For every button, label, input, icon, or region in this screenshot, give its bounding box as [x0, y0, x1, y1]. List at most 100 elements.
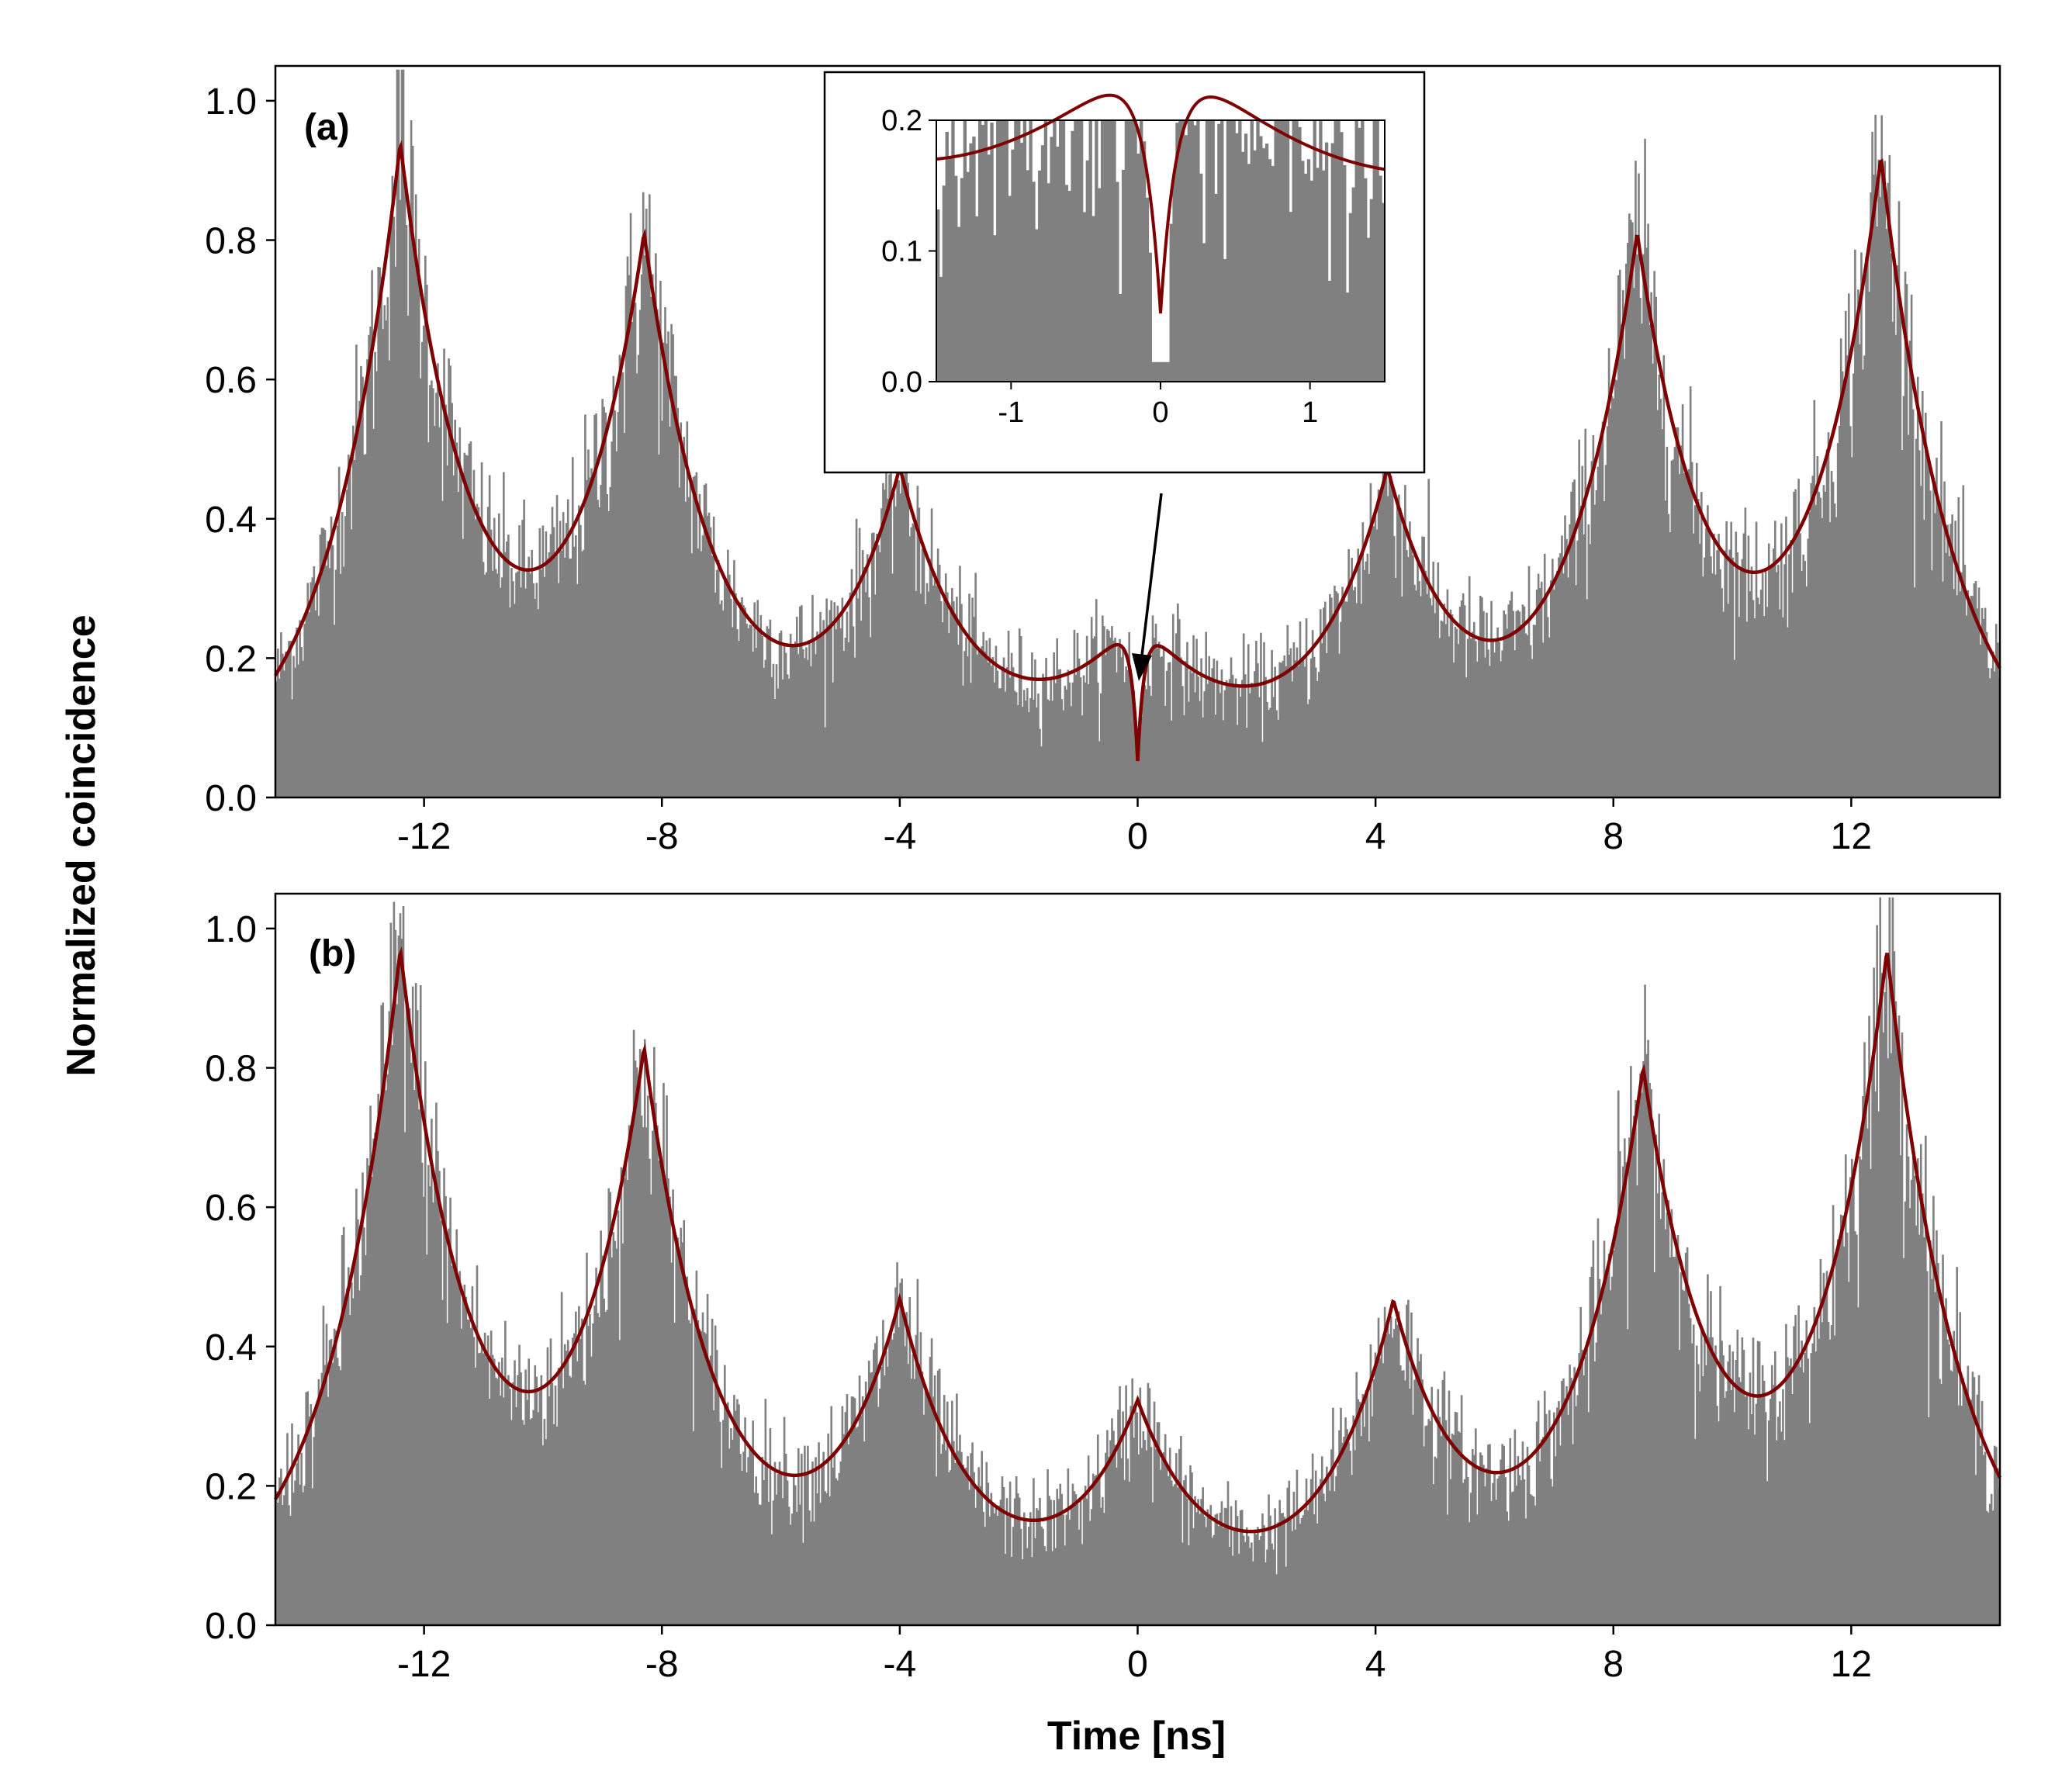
histogram-bar [358, 400, 361, 797]
histogram-bar [1327, 628, 1330, 797]
histogram-bar [1391, 489, 1394, 797]
histogram-bar [993, 682, 996, 797]
histogram-bar [1827, 1321, 1830, 1625]
histogram-bar [1296, 647, 1299, 797]
histogram-bar [1191, 673, 1193, 797]
histogram-bar [1074, 674, 1078, 797]
histogram-bar [306, 583, 310, 797]
histogram-bar [925, 583, 929, 797]
histogram-bar [1289, 1519, 1292, 1625]
histogram-bar [1347, 1441, 1350, 1625]
y-tick-label: 0.2 [205, 638, 257, 680]
histogram-bar [1684, 1252, 1687, 1625]
histogram-bar [1386, 1320, 1389, 1625]
histogram-bar [526, 1399, 528, 1625]
histogram-bar [1744, 507, 1747, 797]
histogram-bar [1449, 609, 1452, 797]
inset-histogram-bar [1259, 136, 1263, 382]
histogram-bar [1096, 1434, 1099, 1625]
histogram-bar [1116, 672, 1118, 797]
histogram-bar [953, 1441, 955, 1625]
inset-histogram-bar [1199, 173, 1203, 382]
histogram-bar [1216, 1514, 1219, 1625]
histogram-bar [877, 1406, 880, 1625]
histogram-bar [781, 1498, 784, 1625]
histogram-bar [1125, 1385, 1127, 1625]
histogram-bar [707, 1361, 711, 1625]
histogram-bar [735, 593, 737, 797]
histogram-bar [706, 1294, 709, 1625]
inset-histogram-bar [1035, 229, 1039, 382]
histogram-bar [1752, 600, 1755, 797]
histogram-bar [1960, 1406, 1963, 1625]
histogram-bar [1240, 680, 1244, 797]
histogram-bar [1531, 659, 1534, 797]
histogram-bar [1413, 1379, 1416, 1625]
histogram-bar [345, 1288, 348, 1625]
histogram-bar [1389, 476, 1392, 797]
histogram-bar [1804, 1353, 1807, 1625]
histogram-bar [1887, 182, 1890, 797]
histogram-bar [1316, 1523, 1319, 1625]
histogram-bar [1305, 618, 1308, 797]
histogram-bar [905, 1312, 908, 1625]
histogram-bar [1346, 1429, 1348, 1625]
inset-histogram-bar [1193, 125, 1197, 382]
histogram-bar [623, 433, 626, 797]
histogram-bar [1836, 443, 1839, 797]
inset-histogram-bar [975, 216, 979, 382]
histogram-bar [571, 457, 574, 797]
histogram-bar [1054, 1548, 1057, 1625]
histogram-bar [1597, 1218, 1600, 1625]
histogram-bar [1137, 1454, 1140, 1625]
histogram-bar [1631, 1145, 1634, 1625]
histogram-bar [371, 1176, 373, 1625]
histogram-bar [1407, 556, 1410, 797]
histogram-bar [316, 584, 319, 797]
histogram-bar [717, 559, 720, 797]
histogram-bar [374, 1133, 376, 1625]
histogram-bar [885, 427, 887, 797]
histogram-bar [1854, 249, 1856, 797]
inset-histogram-bar [1285, 120, 1290, 382]
histogram-bar [898, 1327, 900, 1625]
histogram-bar [541, 525, 545, 797]
histogram-bar [1979, 644, 1982, 797]
histogram-bar [1824, 491, 1827, 797]
histogram-bar [642, 192, 645, 798]
histogram-bar [334, 1330, 337, 1625]
histogram-bar [302, 660, 304, 797]
histogram-bar [1866, 1128, 1869, 1625]
histogram-bar [988, 638, 991, 797]
histogram-bar [1139, 1387, 1142, 1625]
histogram-bar [512, 581, 514, 797]
inset-histogram-bar [1262, 148, 1266, 382]
histogram-bar [1067, 669, 1070, 797]
histogram-bar [573, 546, 576, 797]
histogram-bar [1627, 1329, 1629, 1625]
histogram-bar [389, 227, 393, 797]
histogram-bar [518, 1344, 521, 1625]
histogram-bar [1136, 1412, 1139, 1625]
histogram-bar [1635, 161, 1637, 798]
histogram-bar [1534, 624, 1537, 797]
histogram-bar [767, 1501, 770, 1625]
histogram-bar [1929, 1240, 1932, 1625]
histogram-bar [658, 454, 660, 797]
histogram-bar [1830, 1325, 1833, 1625]
histogram-bar [894, 1287, 897, 1625]
histogram-bar [819, 611, 822, 797]
histogram-bar [1300, 660, 1303, 797]
histogram-bar [1507, 604, 1510, 797]
histogram-bar [846, 611, 849, 797]
inset-histogram-bar [1091, 216, 1095, 382]
histogram-bar [1985, 1510, 1988, 1625]
histogram-bar [1916, 376, 1919, 797]
inset-histogram-bar [1002, 120, 1006, 382]
histogram-bar [725, 1406, 728, 1625]
histogram-bar [606, 1309, 609, 1625]
histogram-bar [982, 1511, 985, 1625]
histogram-bar [1022, 1512, 1026, 1625]
histogram-bar [761, 636, 764, 797]
histogram-bar [1501, 650, 1503, 797]
